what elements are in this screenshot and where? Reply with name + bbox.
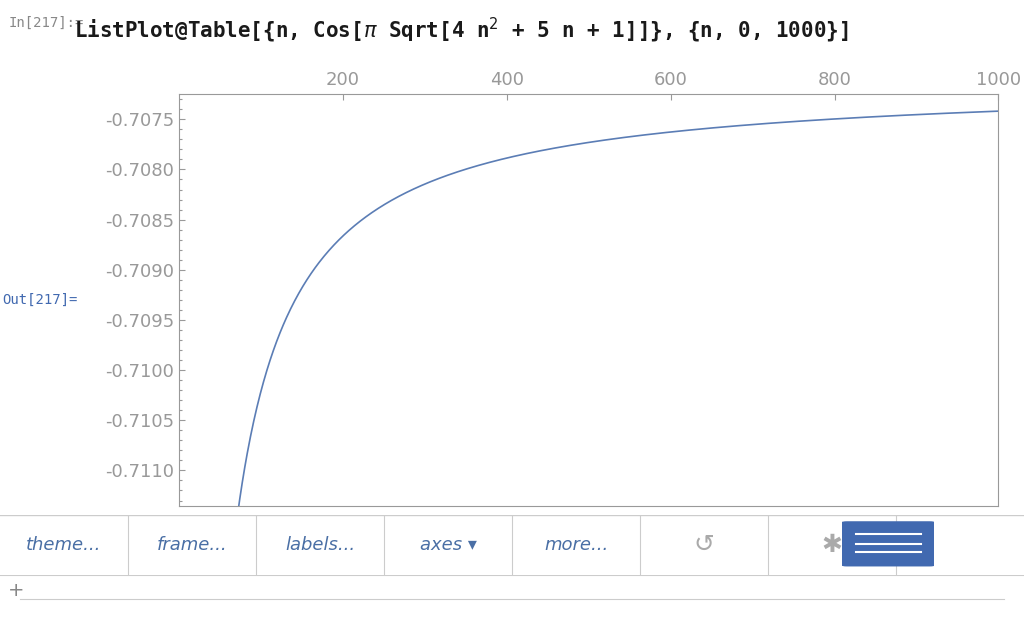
Text: Out[217]=: Out[217]= xyxy=(2,293,78,307)
Text: labels...: labels... xyxy=(285,536,355,554)
Text: frame...: frame... xyxy=(157,536,227,554)
Text: theme...: theme... xyxy=(27,536,101,554)
Text: axes ▾: axes ▾ xyxy=(420,536,476,554)
Text: ✱: ✱ xyxy=(821,533,843,557)
Text: ↺: ↺ xyxy=(693,533,715,557)
FancyBboxPatch shape xyxy=(838,521,939,566)
Text: more...: more... xyxy=(544,536,608,554)
Text: +: + xyxy=(8,581,25,600)
Text: ListPlot@Table[{n, Cos[$\pi$ Sqrt[4 n$^{2}$ + 5 n + 1]]}, {n, 0, 1000}]: ListPlot@Table[{n, Cos[$\pi$ Sqrt[4 n$^{… xyxy=(74,16,848,45)
Text: In[217]:=: In[217]:= xyxy=(8,16,84,30)
